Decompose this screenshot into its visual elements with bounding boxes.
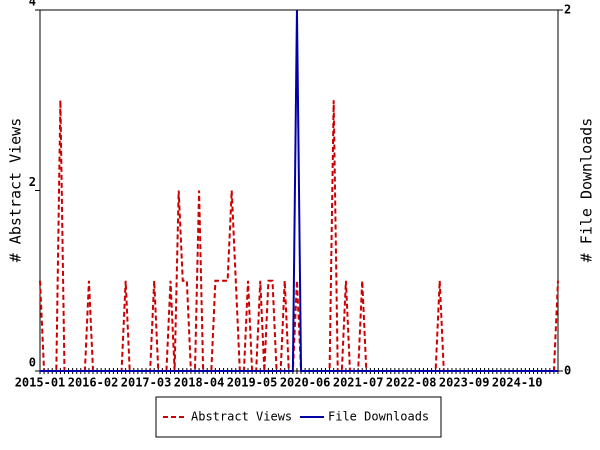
x-tick-label: 2020-06: [280, 376, 331, 390]
x-tick-label: 2018-04: [174, 376, 225, 390]
y-axis-title: # Abstract Views: [7, 118, 25, 263]
y2-axis-title: # File Downloads: [578, 118, 596, 263]
legend-box: [155, 396, 442, 438]
x-tick-label: 2021-07: [333, 376, 384, 390]
x-tick-label: 2024-10: [492, 376, 543, 390]
y-tick-label: 2: [29, 175, 36, 189]
y2-tick-label: 2: [564, 3, 571, 17]
y2-tick-label: 0: [564, 364, 571, 378]
x-tick-label: 2022-08: [386, 376, 437, 390]
series-line: [40, 9, 558, 372]
legend-label: Abstract Views: [191, 410, 292, 424]
x-tick-label: 2016-02: [68, 376, 119, 390]
x-tick-label: 2017-03: [121, 376, 172, 390]
y-tick-label: 4: [29, 0, 36, 9]
y-tick-label: 0: [29, 356, 36, 370]
x-tick-label: 2023-09: [439, 376, 490, 390]
legend-label: File Downloads: [328, 410, 429, 424]
series-line: [39, 100, 559, 372]
x-tick-label: 2015-01: [15, 376, 66, 390]
x-tick-label: 2019-05: [227, 376, 278, 390]
